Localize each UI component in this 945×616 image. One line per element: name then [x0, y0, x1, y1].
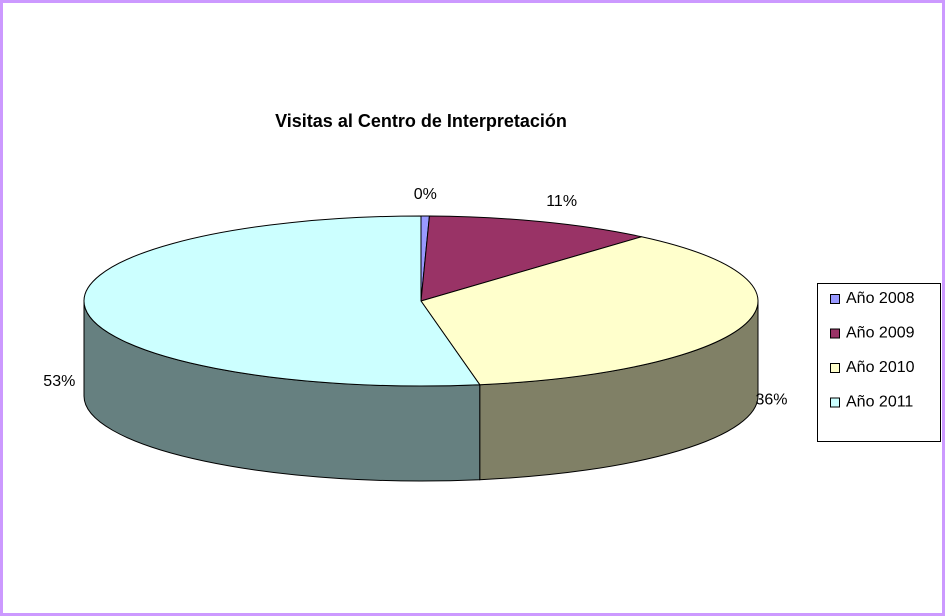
- pie-slice: [420, 236, 759, 386]
- data-label: 11%: [546, 193, 577, 210]
- legend-box: [817, 283, 941, 442]
- legend-label: Año 2009: [846, 325, 915, 342]
- data-label: 0%: [414, 186, 437, 203]
- pie-slice: [420, 215, 642, 302]
- legend-swatch: [830, 328, 840, 339]
- legend-swatch: [830, 294, 840, 304]
- data-label: 53%: [43, 373, 75, 390]
- legend-swatch: [830, 363, 840, 373]
- legend-swatch: [830, 397, 840, 408]
- pie-slice: [83, 215, 481, 387]
- legend-label: Año 2010: [846, 359, 915, 376]
- legend-label: Año 2011: [846, 394, 913, 411]
- chart-title: Visitas al Centro de Interpretación: [275, 111, 567, 131]
- data-label: 36%: [756, 392, 788, 409]
- legend-label: Año 2008: [846, 290, 915, 307]
